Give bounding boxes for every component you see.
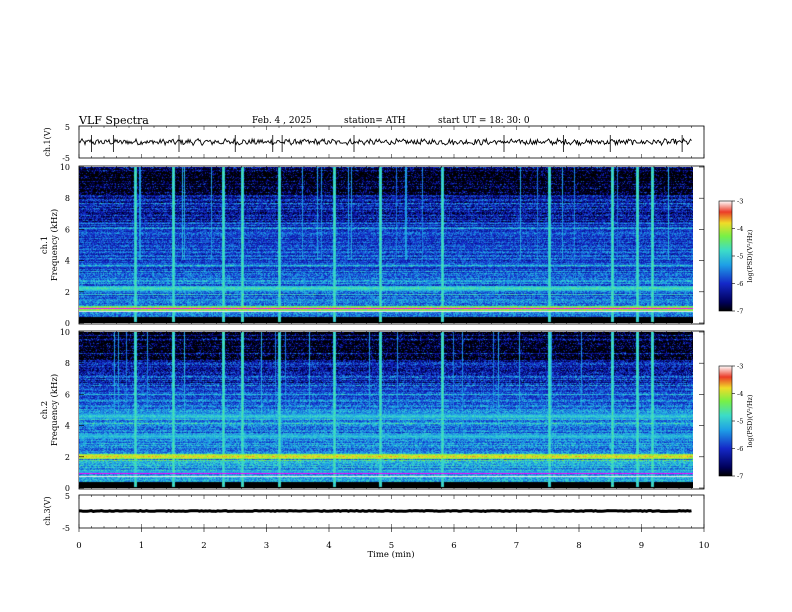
- ch2-freq-ticks: 0 2 4 6 8 10: [60, 328, 704, 493]
- freq-tick-label: 10: [60, 163, 70, 172]
- colorbar-tick-label: -5: [737, 418, 743, 426]
- date-label: Feb. 4 , 2025: [252, 116, 312, 126]
- ch1-colorbar: -3 -4 -5 -6 -7 log(PSD)(V²/Hz): [718, 198, 754, 316]
- freq-tick-label: 8: [65, 194, 70, 203]
- time-tick-label: 7: [514, 541, 519, 551]
- colorbar-tick-label: -3: [737, 198, 743, 206]
- colorbar-tick-label: -6: [737, 445, 743, 453]
- ch1-spectrogram-image: [79, 167, 693, 323]
- colorbar-tick-label: -7: [737, 473, 743, 481]
- freq-tick-label: 10: [60, 328, 70, 337]
- freq-tick-label: 4: [65, 422, 70, 431]
- ch3-waveform-line: [79, 509, 692, 513]
- time-axis: 0 1 2 3 4 5 6 7 8 9 10: [76, 126, 709, 551]
- time-tick-label: 0: [76, 541, 81, 551]
- freq-tick-label: 2: [65, 288, 70, 297]
- ch2-colorbar-label: log(PSD)(V²/Hz): [746, 394, 754, 447]
- ch1-ytick-top: 5: [65, 123, 70, 132]
- colorbar-tick-label: -5: [737, 253, 743, 261]
- colorbar-tick-label: -7: [737, 308, 743, 316]
- ch2-channel-label: ch.2: [40, 401, 50, 419]
- colorbar-tick-label: -3: [737, 363, 743, 371]
- colorbar-tick-label: -4: [737, 390, 743, 398]
- time-tick-label: 3: [264, 541, 269, 551]
- ch2-spectrogram-image: [79, 332, 693, 488]
- freq-tick-label: 4: [65, 257, 70, 266]
- time-tick-label: 8: [576, 541, 581, 551]
- ch1-colorbar-label: log(PSD)(V²/Hz): [746, 229, 754, 282]
- time-axis-label: Time (min): [367, 549, 414, 560]
- time-tick-label: 2: [201, 541, 206, 551]
- ch2-colorbar-gradient: [719, 366, 732, 476]
- time-tick-label: 9: [639, 541, 644, 551]
- ch3-ytick-top: 5: [65, 492, 70, 501]
- freq-tick-label: 0: [65, 319, 70, 328]
- ch1-freq-ylabel: Frequency (kHz): [49, 209, 60, 281]
- freq-tick-label: 2: [65, 453, 70, 462]
- freq-tick-label: 6: [65, 390, 70, 399]
- ch1-spectrogram-panel: 0 2 4 6 8 10 ch.1 Frequency (kHz): [40, 163, 705, 328]
- ch1-waveform-line: [78, 137, 692, 147]
- freq-tick-label: 8: [65, 359, 70, 368]
- ch1-ytick-bottom: -5: [62, 154, 70, 163]
- ch1-colorbar-ticks: -3 -4 -5 -6 -7: [732, 198, 743, 316]
- ch3-ylabel: ch.3(V): [43, 496, 52, 525]
- figure-title: VLF Spectra: [78, 114, 149, 127]
- ch1-ylabel: ch.1(V): [43, 127, 52, 156]
- start-time-label: start UT = 18: 30: 0: [438, 116, 530, 126]
- ch3-waveform-panel: 5 -5 ch.3(V): [43, 492, 705, 533]
- freq-tick-label: 6: [65, 225, 70, 234]
- station-label: station= ATH: [344, 116, 406, 126]
- ch1-freq-ticks: 0 2 4 6 8 10: [60, 163, 704, 328]
- ch3-ytick-bottom: -5: [62, 524, 70, 533]
- time-tick-label: 10: [699, 541, 710, 551]
- ch2-freq-ylabel: Frequency (kHz): [49, 374, 60, 446]
- colorbar-tick-label: -6: [737, 280, 743, 288]
- ch2-spectrogram-panel: 0 2 4 6 8 10 ch.2 Frequency (kHz): [40, 328, 705, 493]
- time-tick-label: 1: [139, 541, 144, 551]
- ch1-channel-label: ch.1: [40, 236, 50, 254]
- time-tick-label: 4: [326, 541, 331, 551]
- time-tick-label: 5: [389, 541, 394, 551]
- ch1-waveform-panel: 5 -5 ch.1(V): [43, 123, 705, 163]
- ch2-colorbar: -3 -4 -5 -6 -7 log(PSD)(V²/Hz): [718, 363, 754, 481]
- ch2-colorbar-ticks: -3 -4 -5 -6 -7: [732, 363, 743, 481]
- time-tick-label: 6: [451, 541, 456, 551]
- colorbar-tick-label: -4: [737, 225, 743, 233]
- ch1-colorbar-gradient: [719, 201, 732, 311]
- freq-tick-label: 0: [65, 484, 70, 493]
